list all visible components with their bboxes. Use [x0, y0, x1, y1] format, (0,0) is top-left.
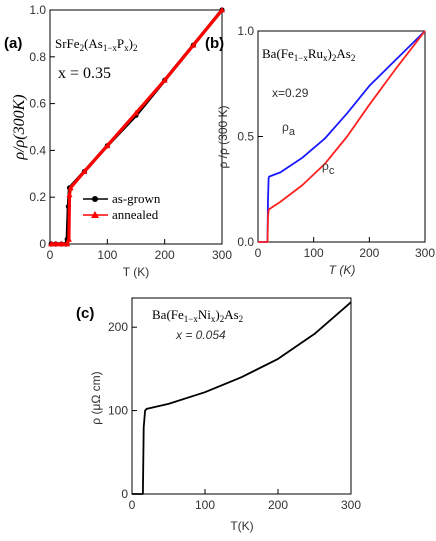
panel-a-point-annealed	[52, 240, 59, 247]
panel-c-ticks: 0 100 200 300 0 100 200	[108, 320, 361, 512]
panel-a-point-annealed	[104, 142, 111, 149]
panel-b-ytick-label: 0.0	[237, 235, 254, 249]
panel-a: (a) 0 100 200 300 0 0.2 0.4 0.6 0.8 1.0 SrFe2(As1…	[4, 3, 232, 279]
panel-a-compound: SrFe2(As1−xPx)2	[55, 36, 138, 53]
panel-c-ytick-label: 0	[121, 487, 128, 501]
panel-a-ytick-label: 0	[39, 237, 46, 251]
panel-a-point-annealed	[48, 240, 55, 247]
legend-label-annealed: annealed	[112, 207, 159, 222]
panel-b-ytick-label: 1.0	[237, 24, 254, 38]
panel-a-legend: as-grown annealed	[83, 191, 161, 222]
panel-c-xtick-label: 200	[268, 498, 288, 512]
panel-c-ylabel: ρ (μΩ cm)	[89, 371, 103, 424]
legend-marker-annealed	[91, 211, 99, 218]
panel-a-point-annealed	[81, 168, 88, 174]
panel-c-xtick-label: 300	[341, 498, 361, 512]
legend-marker-as-grown	[92, 196, 98, 202]
panel-a-point-annealed	[133, 109, 139, 116]
panel-a-xtick-label: 100	[97, 248, 117, 262]
panel-c-compound: Ba(Fe1−xNix)2As2	[152, 307, 243, 324]
panel-b-xtick-label: 0	[255, 246, 262, 260]
panel-a-point-annealed	[219, 6, 225, 13]
panel-c-plot	[132, 301, 352, 495]
panel-c-ytick-label: 200	[108, 320, 128, 334]
panel-c-xlabel: T(K)	[230, 519, 253, 533]
panel-a-point-annealed	[161, 77, 168, 83]
panel-a-annotation: x = 0.35	[58, 65, 111, 82]
panel-c-ytick-label: 100	[108, 404, 128, 418]
panel-b-ylabel: ρ /ρ (300 K)	[216, 105, 230, 168]
panel-c-label: (c)	[76, 305, 94, 322]
panel-a-plot	[48, 6, 225, 247]
panel-a-point-annealed	[58, 240, 65, 247]
panel-b-series-label-a: ρa	[282, 120, 296, 138]
panel-a-xtick-label: 300	[212, 248, 232, 262]
panel-a-point-annealed	[64, 240, 71, 247]
panel-a-point-annealed	[66, 191, 73, 198]
panel-b-annotation: x=0.29	[272, 86, 309, 100]
panel-a-xtick-label: 0	[47, 248, 54, 262]
panel-a-ytick-label: 0.6	[29, 97, 46, 111]
panel-b-plot	[258, 30, 426, 243]
panel-a-ticks: 0 100 200 300 0 0.2 0.4 0.6 0.8 1.0	[29, 3, 232, 262]
panel-b-xtick-label: 200	[359, 246, 379, 260]
panel-b-xtick-label: 100	[304, 246, 324, 260]
panel-a-ylabel: ρ/ρ(300K)	[11, 94, 28, 160]
panel-b: (b) 0 100 200 300 0.0 0.5 1.0 Ba(Fe1−xRux)2As2…	[205, 24, 435, 277]
panel-a-ytick-label: 0.2	[29, 190, 46, 204]
panel-a-ytick-label: 0.4	[29, 143, 46, 157]
panel-a-point-annealed	[65, 236, 72, 242]
panel-a-label: (a)	[4, 35, 22, 52]
panel-c-series-line-0	[132, 301, 352, 495]
panel-a-point-annealed	[190, 41, 197, 48]
panel-b-ticks: 0 100 200 300 0.0 0.5 1.0	[237, 24, 435, 260]
panel-a-xtick-label: 200	[155, 248, 175, 262]
panel-a-ytick-label: 1.0	[29, 3, 46, 17]
panel-b-xlabel: T (K)	[329, 263, 356, 277]
legend-label-as-grown: as-grown	[112, 191, 161, 206]
panel-a-point-annealed	[67, 184, 74, 191]
panel-c-annotation: x = 0.054	[175, 328, 226, 342]
panel-a-axes-frame	[49, 9, 223, 245]
panel-a-ytick-label: 0.8	[29, 50, 46, 64]
panel-b-series-label-c: ρc	[322, 159, 335, 177]
panel-a-xlabel: T (K)	[123, 265, 149, 279]
panel-c-xtick-label: 0	[129, 498, 136, 512]
panel-c: (c) 0 100 200 300 0 100 200 Ba(Fe1−xNix)2As2 x…	[76, 297, 361, 533]
panel-b-compound: Ba(Fe1−xRux)2As2	[262, 46, 355, 63]
panel-b-ytick-label: 0.5	[237, 130, 254, 144]
panel-b-series-line-1	[258, 30, 426, 243]
panel-b-xtick-label: 300	[415, 246, 435, 260]
panel-c-axes-frame	[131, 297, 352, 495]
panel-c-xtick-label: 100	[195, 498, 215, 512]
panel-b-label: (b)	[205, 35, 224, 52]
